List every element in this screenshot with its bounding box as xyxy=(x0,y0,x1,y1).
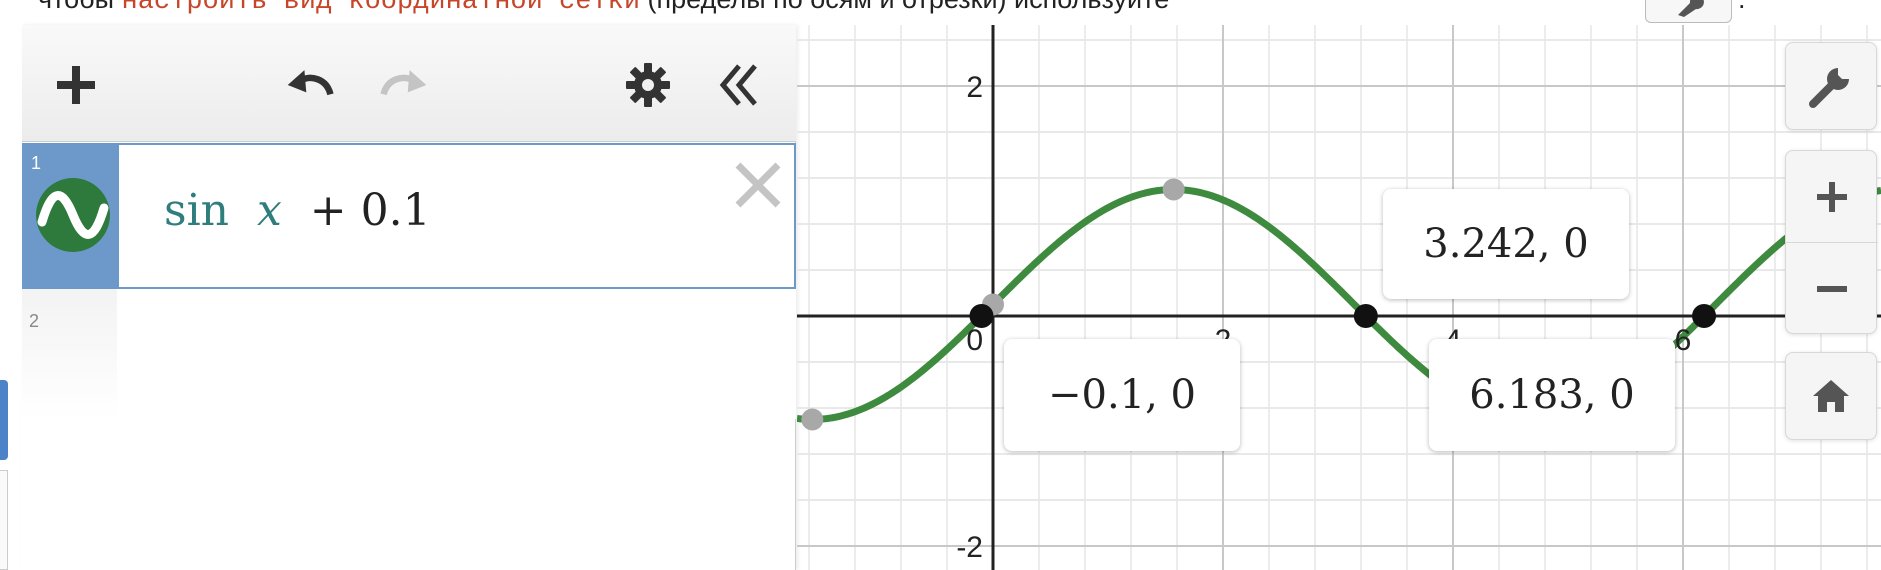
graph-canvas[interactable]: 2 -2 0 2 4 6 xyxy=(797,25,1881,570)
point-label-x-intercept-3[interactable]: 6.183, 0 xyxy=(1429,339,1675,451)
collapse-panel-button[interactable] xyxy=(712,59,764,111)
minus-icon xyxy=(1817,286,1847,292)
graph-style-toggle[interactable] xyxy=(36,178,110,252)
expression-rest: + 0.1 xyxy=(309,185,431,236)
default-viewport-button[interactable] xyxy=(1785,352,1877,440)
x-intercept-point-2[interactable] xyxy=(1353,304,1378,328)
expression-index: 1 xyxy=(31,153,42,173)
instruction-after: (пределы по осям и отрезки) используйте xyxy=(640,0,1170,14)
left-edge-frame xyxy=(0,470,8,570)
sine-wave-icon xyxy=(37,191,109,239)
graph-paper[interactable]: 2 -2 0 2 4 6 −0.1, 0 3.242, 0 6.183, 0 xyxy=(797,25,1881,570)
redo-button[interactable] xyxy=(378,59,430,111)
instruction-code: настроить вид координатной сетки xyxy=(121,0,641,17)
left-edge-tab xyxy=(0,380,8,460)
function-name: sin xyxy=(164,185,229,236)
tick-label-y-neg-2: -2 xyxy=(956,531,983,564)
undo-icon xyxy=(287,70,334,96)
point-label-x-intercept-1[interactable]: −0.1, 0 xyxy=(1004,339,1240,451)
tick-label-y-2: 2 xyxy=(966,71,983,104)
instruction-before: чтобы xyxy=(38,0,122,14)
zoom-separator xyxy=(1786,242,1878,243)
double-chevron-left-icon xyxy=(719,64,757,106)
home-icon xyxy=(1813,380,1849,412)
gear-icon xyxy=(626,63,670,107)
variable: x xyxy=(256,185,282,236)
instruction-text: чтобы настроить вид координатной сетки (… xyxy=(38,0,1169,17)
zoom-out-button[interactable] xyxy=(1786,243,1878,335)
redo-icon xyxy=(380,70,427,96)
zoom-in-button[interactable] xyxy=(1786,151,1878,243)
expression-input[interactable]: sin x + 0.1 xyxy=(164,185,431,236)
inline-wrench-chip xyxy=(1645,0,1732,23)
expression-gutter: 2 xyxy=(22,289,117,419)
expression-panel: 1 sin x + 0.1 2 xyxy=(22,25,796,570)
expression-toolbar xyxy=(22,25,796,142)
plus-icon xyxy=(57,66,95,104)
empty-expression-row[interactable]: 2 xyxy=(22,289,796,419)
instruction-end: . xyxy=(1738,0,1746,15)
delete-expression-button[interactable] xyxy=(732,159,784,211)
zoom-controls xyxy=(1785,150,1878,335)
undo-button[interactable] xyxy=(284,59,336,111)
tick-label-x-6: 6 xyxy=(1675,324,1692,357)
x-intercept-point-1[interactable] xyxy=(969,304,994,328)
graph-settings-button[interactable] xyxy=(1785,42,1877,130)
close-icon xyxy=(735,162,781,208)
plus-icon xyxy=(1817,182,1847,212)
wrench-icon xyxy=(1678,0,1704,17)
wrench-icon xyxy=(1809,68,1849,108)
instruction-strip: чтобы настроить вид координатной сетки (… xyxy=(0,0,1881,24)
point-label-x-intercept-2[interactable]: 3.242, 0 xyxy=(1383,189,1629,299)
add-item-button[interactable] xyxy=(50,59,102,111)
expression-index: 2 xyxy=(29,311,40,331)
tick-label-origin: 0 xyxy=(966,324,983,357)
expression-gutter: 1 xyxy=(24,145,119,287)
x-intercept-point-3[interactable] xyxy=(1692,304,1717,328)
highlight-point-1[interactable] xyxy=(801,408,824,431)
settings-button[interactable] xyxy=(622,59,674,111)
highlight-point-3[interactable] xyxy=(1162,178,1185,201)
expression-row[interactable]: 1 sin x + 0.1 xyxy=(22,143,796,289)
